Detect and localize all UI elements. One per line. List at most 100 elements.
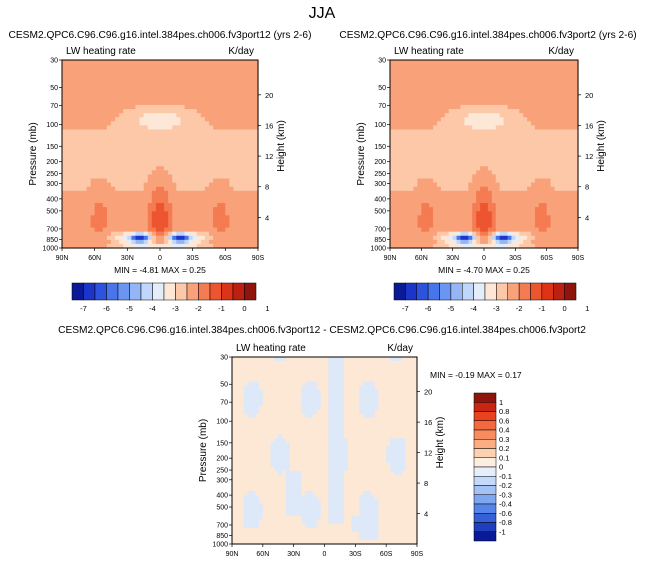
contour-cell — [507, 154, 513, 159]
contour-cell — [151, 227, 157, 233]
contour-cell — [515, 129, 520, 135]
contour-cell — [515, 125, 520, 131]
contour-cell — [546, 64, 552, 69]
contour-cell — [413, 60, 419, 65]
contour-cell — [209, 239, 214, 245]
contour-cell — [164, 243, 169, 249]
contour-cell — [503, 158, 509, 163]
contour-cell — [131, 186, 137, 192]
contour-cell — [115, 243, 120, 249]
contour-cell — [251, 499, 256, 504]
contour-cell — [562, 235, 567, 241]
contour-cell — [527, 227, 532, 233]
contour-cell — [119, 215, 124, 220]
contour-cell — [425, 198, 430, 204]
colorbar-swatch — [496, 282, 509, 301]
contour-cell — [251, 450, 256, 456]
contour-cell — [523, 113, 528, 118]
contour-cell — [401, 239, 407, 245]
contour-cell — [155, 219, 161, 225]
contour-cell — [111, 182, 116, 188]
contour-cell — [168, 182, 173, 188]
contour-cell — [397, 129, 403, 135]
contour-cell — [534, 76, 540, 82]
contour-cell — [147, 145, 153, 151]
contour-cell — [456, 162, 462, 167]
contour-cell — [139, 166, 145, 171]
contour-cell — [397, 104, 403, 110]
contour-cell — [82, 190, 88, 196]
contour-cell — [258, 515, 264, 521]
contour-cell — [131, 190, 137, 196]
contour-cell — [448, 162, 454, 167]
contour-cell — [484, 96, 489, 102]
contour-cell — [209, 121, 214, 126]
contour-cell — [119, 243, 124, 249]
contour-cell — [66, 68, 71, 73]
contour-cell — [209, 223, 214, 229]
contour-cell — [62, 100, 67, 106]
contour-cell — [452, 88, 458, 94]
contour-cell — [139, 203, 145, 208]
contour-cell — [538, 125, 544, 131]
contour-cell — [468, 113, 473, 118]
contour-cell — [550, 178, 556, 184]
contour-cell — [200, 113, 206, 118]
contour-cell — [232, 503, 237, 509]
contour-cell — [413, 96, 419, 102]
contour-cell — [66, 137, 71, 143]
contour-cell — [237, 149, 243, 155]
contour-cell — [515, 227, 520, 233]
contour-cell — [86, 80, 92, 86]
contour-cell — [437, 154, 442, 159]
contour-cell — [558, 68, 563, 73]
contour-cell — [106, 235, 112, 241]
contour-cell — [401, 186, 407, 192]
contour-cell — [401, 72, 407, 77]
colorbar-label: -1 — [218, 304, 225, 313]
contour-cell — [251, 365, 256, 370]
contour-cell — [472, 211, 477, 216]
contour-cell — [574, 133, 579, 139]
contour-cell — [192, 194, 198, 200]
contour-cell — [143, 162, 149, 167]
contour-cell — [106, 72, 112, 77]
contour-cell — [542, 239, 548, 245]
contour-cell — [542, 243, 548, 249]
contour-cell — [566, 109, 571, 114]
contour-cell — [550, 211, 556, 216]
contour-cell — [437, 125, 442, 131]
contour-cell — [421, 92, 426, 98]
contour-cell — [531, 84, 536, 90]
contour-cell — [562, 68, 567, 73]
contour-cell — [106, 121, 112, 126]
contour-cell — [258, 409, 264, 415]
contour-cell — [111, 141, 116, 147]
contour-cell — [566, 231, 571, 237]
contour-cell — [139, 100, 145, 106]
contour-cell — [574, 129, 579, 135]
contour-cell — [139, 109, 145, 114]
contour-cell — [164, 162, 169, 167]
contour-cell — [115, 211, 120, 216]
contour-cell — [425, 190, 430, 196]
contour-cell — [147, 227, 153, 233]
contour-cell — [241, 109, 247, 114]
contour-cell — [245, 219, 251, 225]
contour-cell — [62, 207, 67, 212]
contour-cell — [476, 137, 481, 143]
contour-cell — [192, 198, 198, 204]
contour-cell — [253, 92, 259, 98]
contour-cell — [200, 149, 206, 155]
contour-cell — [82, 137, 88, 143]
contour-cell — [507, 60, 513, 65]
contour-cell — [168, 117, 173, 122]
contour-cell — [495, 84, 501, 90]
contour-cell — [417, 174, 422, 180]
contour-cell — [232, 365, 237, 370]
contour-cell — [452, 80, 458, 86]
contour-cell — [160, 194, 165, 200]
contour-cell — [115, 64, 120, 69]
contour-cell — [147, 129, 153, 135]
contour-cell — [233, 80, 239, 86]
